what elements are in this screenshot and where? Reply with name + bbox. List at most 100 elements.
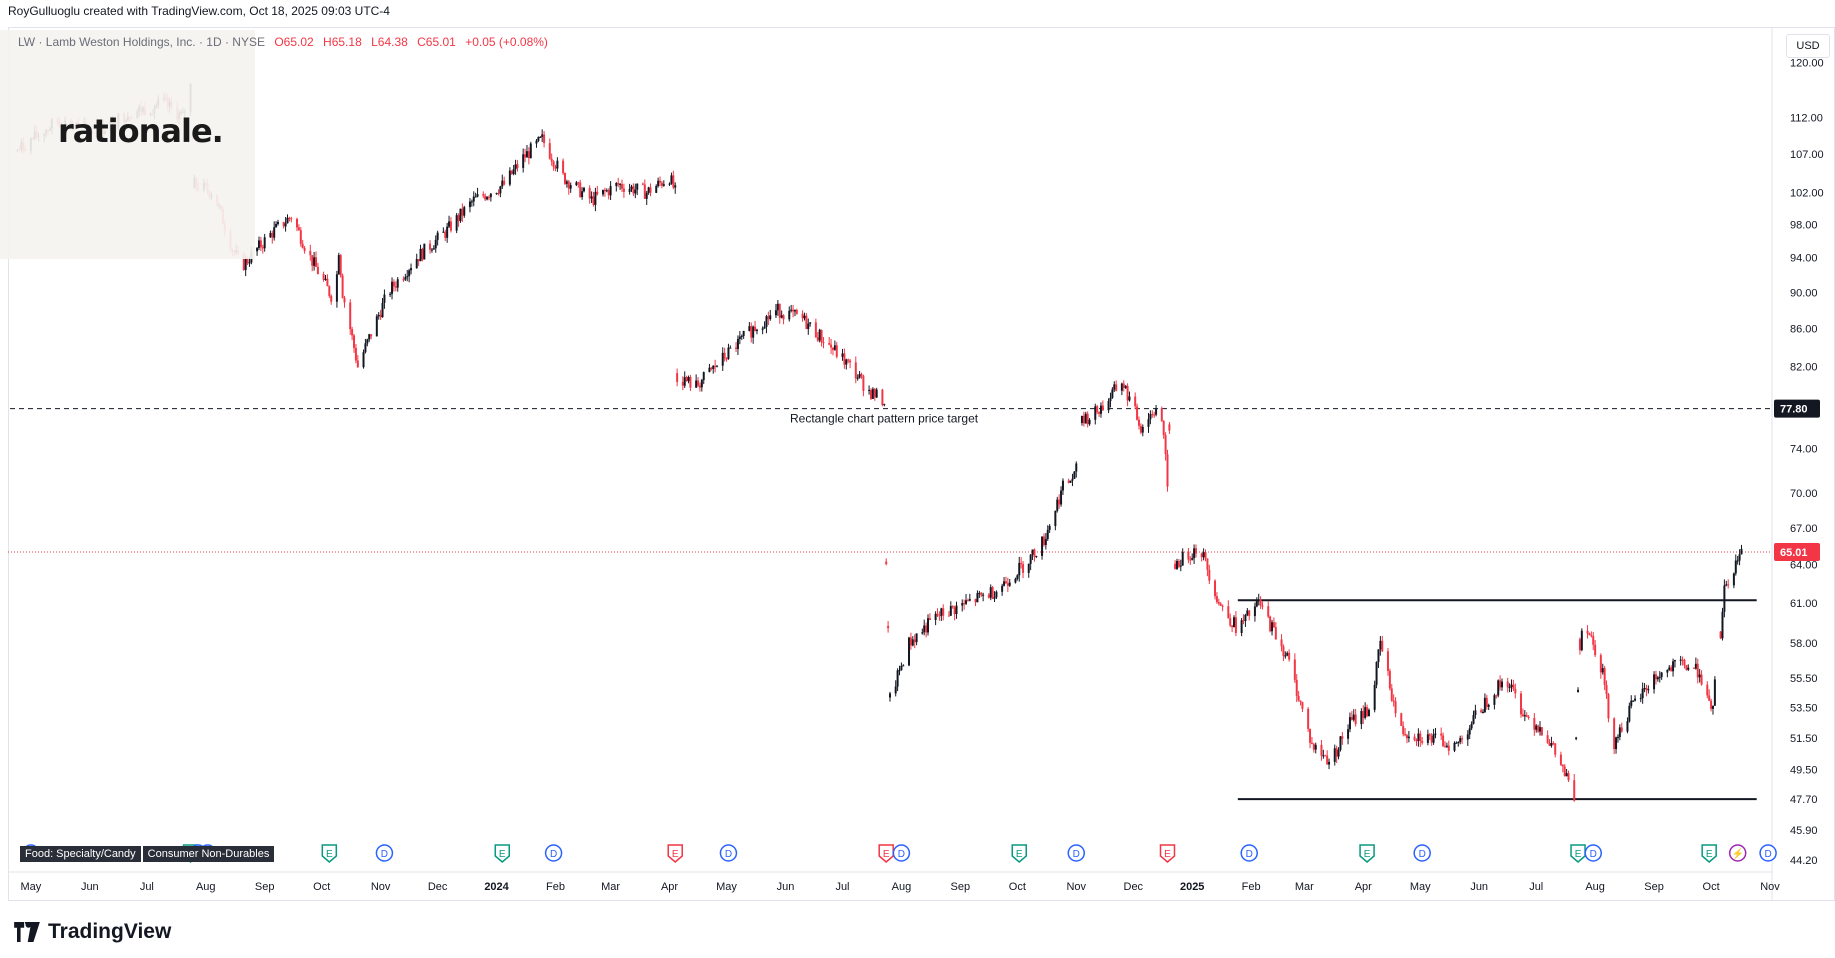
x-tick-label: Aug	[1585, 881, 1605, 893]
chart-credit: RoyGulluoglu created with TradingView.co…	[8, 4, 390, 18]
candle-body	[1559, 754, 1562, 765]
candle-body	[1685, 665, 1688, 670]
candle-body	[803, 315, 806, 319]
candle-body	[987, 594, 990, 598]
event-label: E	[1575, 849, 1582, 860]
candle-body	[1537, 725, 1540, 732]
candle-body	[1634, 698, 1637, 701]
candle-body	[1392, 700, 1395, 702]
candle-body	[449, 221, 452, 231]
x-tick-label: Jun	[777, 881, 795, 893]
tradingview-brand[interactable]: TradingView	[12, 920, 171, 944]
candle-body	[1670, 667, 1673, 672]
event-label: E	[499, 849, 506, 860]
y-tick-label: 49.50	[1790, 765, 1818, 777]
candle-body	[1234, 617, 1237, 633]
candle-body	[309, 250, 312, 256]
candle-body	[976, 593, 979, 603]
candle-body	[968, 599, 971, 601]
candle-body	[1533, 718, 1536, 730]
candle-body	[769, 315, 772, 320]
candle-body	[525, 151, 528, 158]
candle-body	[550, 158, 553, 162]
candle-body	[659, 180, 662, 183]
candle-body	[290, 218, 293, 220]
candle-body	[605, 190, 608, 192]
candle-body	[1628, 705, 1631, 722]
candle-body	[484, 195, 487, 200]
candle-body	[1337, 749, 1340, 757]
candle-body	[1246, 610, 1249, 615]
candle-body	[276, 222, 279, 225]
candle-body	[921, 632, 924, 634]
candle-body	[953, 607, 956, 615]
candle-body	[594, 191, 597, 205]
candle-body	[936, 613, 939, 616]
candle-body	[807, 323, 810, 330]
candle-body	[1630, 700, 1633, 706]
candle-body	[1046, 529, 1049, 539]
candle-body	[989, 587, 992, 598]
candle-body	[662, 184, 665, 186]
earnings-event-icon	[1011, 844, 1027, 863]
candle-body	[1233, 617, 1236, 628]
candle-body	[1514, 688, 1517, 694]
candle-body	[1692, 667, 1695, 669]
x-tick-label: Sep	[951, 881, 971, 893]
candle-body	[1390, 688, 1393, 701]
earnings-event-icon	[1570, 844, 1586, 863]
candle-body	[641, 183, 644, 185]
candle-body	[497, 193, 500, 195]
candle-body	[1506, 681, 1509, 688]
candle-body	[1193, 548, 1196, 559]
x-tick-label: Jun	[81, 881, 99, 893]
candle-body	[1474, 710, 1477, 716]
candle-body	[1495, 695, 1498, 697]
candle-body	[1417, 733, 1420, 741]
candle-body	[1204, 552, 1207, 559]
candle-body	[1565, 773, 1568, 777]
candle-body	[1550, 743, 1553, 746]
candle-body	[1700, 674, 1703, 685]
candle-body	[1099, 405, 1102, 414]
candle-body	[755, 329, 758, 331]
candle-body	[697, 380, 700, 386]
earnings-event-icon	[1701, 844, 1717, 863]
candle-body	[1421, 740, 1424, 743]
candle-body	[1088, 419, 1091, 425]
candle-body	[1195, 548, 1198, 554]
candle-body	[923, 625, 926, 633]
candle-body	[1736, 560, 1739, 562]
candle-body	[552, 161, 555, 167]
candle-body	[389, 293, 392, 295]
candle-body	[569, 185, 572, 189]
candle-body	[949, 605, 952, 616]
candle-body	[778, 303, 781, 318]
candle-body	[915, 633, 918, 643]
candle-body	[1577, 689, 1580, 693]
candle-body	[647, 187, 650, 193]
x-tick-label: Jul	[140, 881, 154, 893]
candle-body	[1706, 684, 1709, 696]
x-tick-label: Oct	[1009, 881, 1026, 893]
candle-body	[430, 249, 433, 251]
candle-body	[1679, 659, 1682, 661]
candle-body	[854, 362, 857, 379]
event-label: D	[725, 849, 732, 860]
candle-body	[1594, 644, 1597, 656]
candle-body	[417, 259, 420, 262]
candle-body	[695, 380, 698, 388]
candle-body	[581, 191, 584, 198]
candle-body	[354, 347, 357, 361]
candle-body	[752, 326, 755, 338]
currency-selector[interactable]: USD	[1786, 34, 1830, 58]
candle-body	[966, 600, 969, 602]
y-tick-label: 67.00	[1790, 523, 1818, 535]
x-tick-label: Dec	[1124, 881, 1144, 893]
candle-body	[592, 196, 595, 205]
candle-body	[596, 191, 599, 195]
candle-body	[1261, 605, 1264, 607]
x-tick-label: Sep	[255, 881, 275, 893]
candle-body	[1658, 677, 1661, 679]
